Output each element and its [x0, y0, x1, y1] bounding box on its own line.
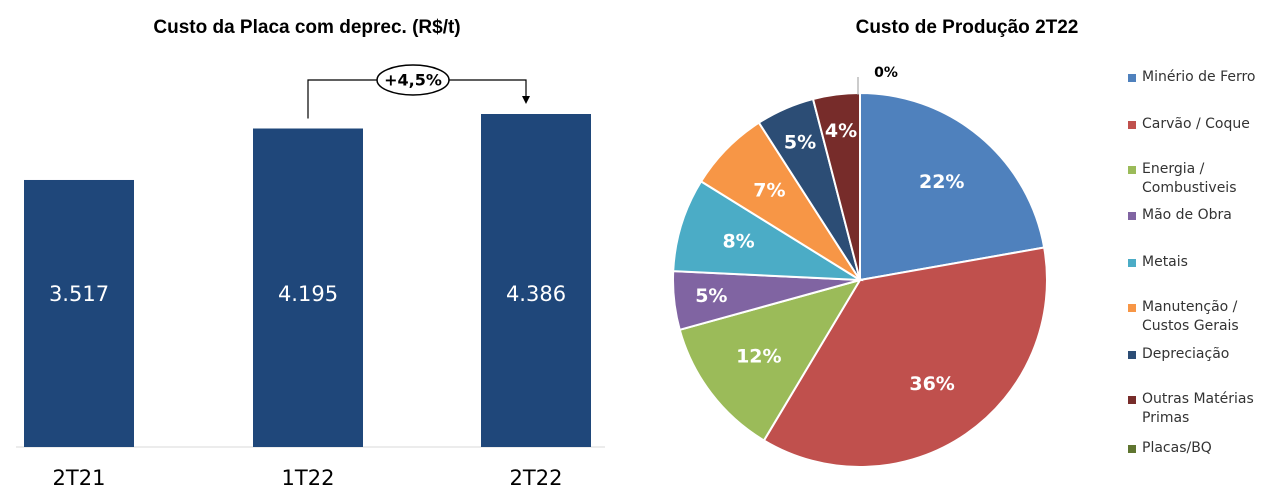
- legend-label: Minério de Ferro: [1142, 69, 1256, 85]
- slice-label: 8%: [722, 231, 754, 253]
- x-tick-label: 2T21: [53, 466, 106, 490]
- legend-swatch: [1128, 166, 1136, 174]
- legend-swatch: [1128, 121, 1136, 129]
- arrow-head: [522, 96, 530, 104]
- legend-swatch: [1128, 74, 1136, 82]
- legend-swatch: [1128, 445, 1136, 453]
- legend-swatch: [1128, 212, 1136, 220]
- slice-label: 36%: [909, 373, 954, 395]
- legend-label: Outras Matérias Primas: [1142, 391, 1254, 426]
- legend-label: Manutenção / Custos Gerais: [1142, 299, 1239, 334]
- legend-swatch: [1128, 351, 1136, 359]
- pie-slice: [762, 246, 1048, 469]
- x-tick-label: 2T22: [510, 466, 563, 490]
- annotation: +4,5%: [384, 71, 442, 90]
- bar: [481, 114, 591, 447]
- legend-label: Placas/BQ: [1142, 440, 1212, 456]
- slice-label: 22%: [919, 171, 964, 193]
- legend-label: Carvão / Coque: [1142, 116, 1250, 132]
- slice-label: 5%: [784, 131, 816, 153]
- bar-title: Custo da Placa com deprec. (R$/t): [153, 17, 460, 38]
- legend-label: Energia / Combustiveis: [1142, 161, 1237, 196]
- legend-swatch: [1128, 304, 1136, 312]
- bar: [253, 128, 363, 447]
- legend-swatch: [1128, 259, 1136, 267]
- legend-label: Depreciação: [1142, 346, 1230, 362]
- x-tick-label: 1T22: [282, 466, 335, 490]
- legend-label: Mão de Obra: [1142, 207, 1232, 223]
- annotation-box: [376, 64, 450, 96]
- legend-swatch: [1128, 396, 1136, 404]
- slice-label: 12%: [736, 346, 781, 368]
- value-label: 4.195: [278, 282, 338, 306]
- pie-slice: [678, 278, 863, 442]
- value-label: 4.386: [506, 282, 566, 306]
- slice-label: 5%: [695, 285, 727, 307]
- pie-slice: [672, 180, 864, 282]
- slice-label: 0%: [874, 65, 898, 81]
- slice-label: 4%: [825, 120, 857, 142]
- pie-slice: [859, 91, 1046, 282]
- value-label: 3.517: [49, 282, 109, 306]
- legend-label: Metais: [1142, 254, 1188, 270]
- bar: [24, 179, 134, 448]
- slice-label: 7%: [753, 179, 785, 201]
- pie-title: Custo de Produção 2T22: [856, 17, 1079, 38]
